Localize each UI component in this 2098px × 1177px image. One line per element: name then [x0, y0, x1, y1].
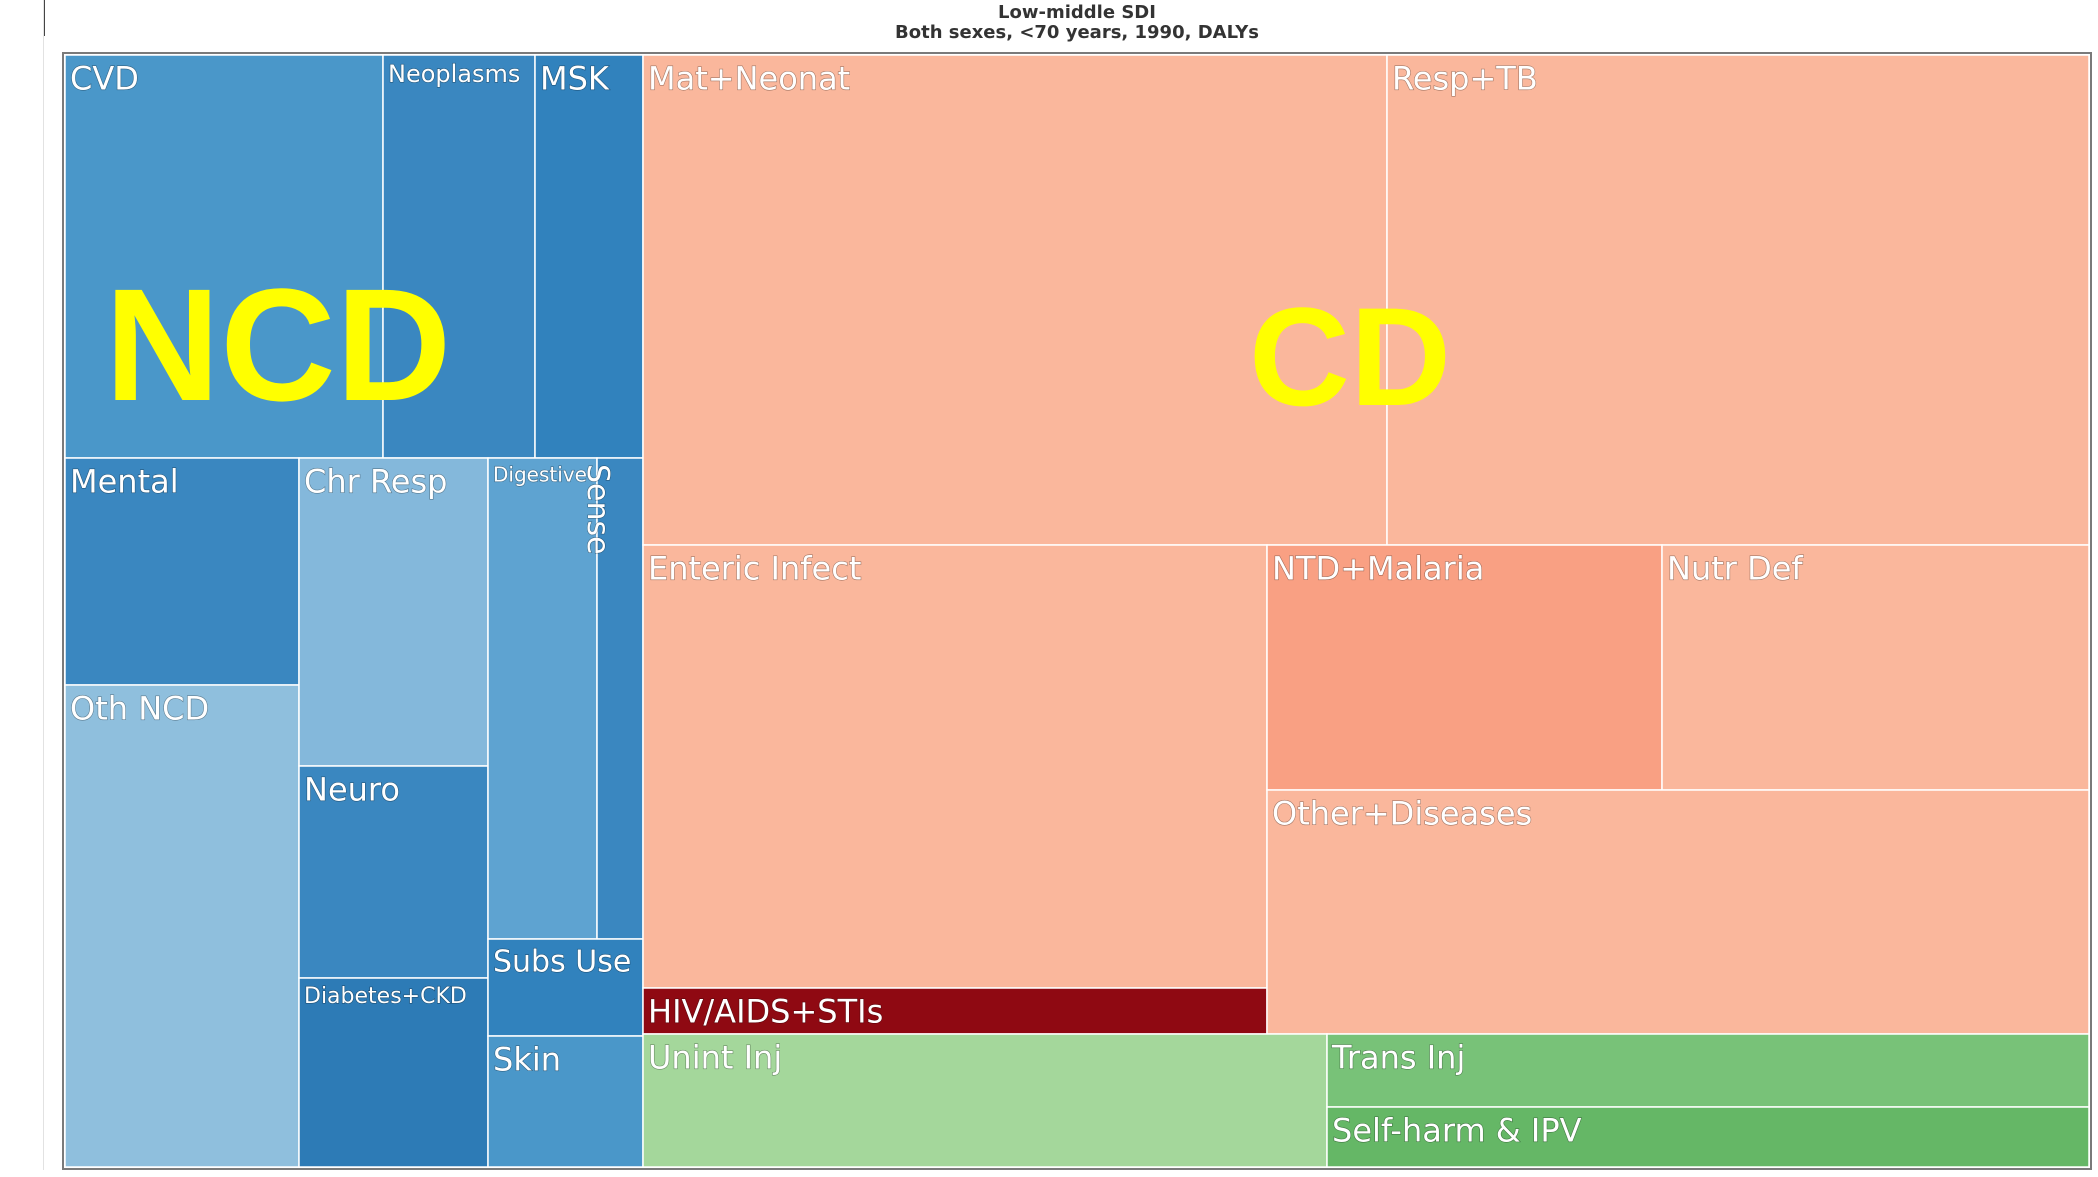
treemap-cell-neuro[interactable]	[298, 765, 489, 979]
treemap-cell-label: Resp+TB	[1392, 59, 1538, 97]
treemap-cell-other-diseases[interactable]	[1266, 789, 2090, 1035]
treemap-cell-label: Self-harm & IPV	[1332, 1111, 1582, 1149]
treemap-cell-label: Diabetes+CKD	[304, 984, 467, 1009]
chart-title: Low-middle SDI	[998, 2, 1156, 23]
treemap-cell-trans-inj[interactable]	[1326, 1033, 2090, 1108]
treemap-cell-resp-tb[interactable]	[1386, 54, 2090, 546]
treemap-group-label-ncd: NCD	[105, 255, 452, 434]
treemap-cell-chr-resp[interactable]	[298, 457, 489, 767]
treemap-cell-label: Neoplasms	[388, 60, 520, 88]
treemap-cell-label: Mat+Neonat	[648, 59, 850, 97]
treemap-cell-label: Digestive	[493, 462, 587, 486]
treemap-cell-label: Trans Inj	[1331, 1038, 1465, 1076]
treemap-cell-label: Nutr Def	[1667, 549, 1803, 587]
treemap-cell-label: Unint Inj	[648, 1038, 782, 1076]
treemap-cell-neoplasms[interactable]	[382, 54, 536, 459]
treemap-cell-mat-neonat[interactable]	[642, 54, 1388, 546]
treemap-cell-self-harm-ipv[interactable]	[1326, 1106, 2090, 1168]
treemap-cell-enteric-infect[interactable]	[642, 544, 1268, 989]
treemap-cell-msk[interactable]	[534, 54, 644, 459]
treemap-cell-digestive[interactable]	[487, 457, 598, 940]
treemap-cell-label: Sense	[580, 464, 615, 555]
treemap-cell-label: Neuro	[304, 770, 400, 808]
treemap-cell-label: CVD	[70, 59, 139, 97]
treemap-cell-label: Chr Resp	[304, 462, 447, 500]
left-border-line	[43, 0, 44, 1170]
treemap-cell-mental[interactable]	[64, 457, 300, 686]
treemap-cell-skin[interactable]	[487, 1035, 644, 1168]
treemap-cell-hiv-aids-stis[interactable]	[642, 987, 1268, 1035]
treemap-group-label-cd: CD	[1249, 278, 1451, 435]
treemap-cell-label: NTD+Malaria	[1272, 549, 1484, 587]
treemap-cell-label: Enteric Infect	[648, 549, 861, 587]
chart-subtitle: Both sexes, <70 years, 1990, DALYs	[895, 22, 1259, 43]
treemap-cell-label: Oth NCD	[70, 689, 209, 727]
treemap-cell-label: Other+Diseases	[1272, 794, 1532, 832]
treemap-cell-label: Mental	[70, 462, 179, 500]
treemap-cell-label: MSK	[540, 59, 610, 97]
treemap-cell-subs-use[interactable]	[487, 938, 644, 1037]
treemap-cell-diabetes-ckd[interactable]	[298, 977, 489, 1168]
treemap-cell-label: Subs Use	[493, 945, 631, 980]
treemap-cell-label: HIV/AIDS+STIs	[648, 992, 883, 1030]
treemap-cell-unint-inj[interactable]	[642, 1033, 1328, 1168]
treemap-cell-label: Skin	[493, 1040, 561, 1078]
treemap-cell-nutr-def[interactable]	[1661, 544, 2090, 791]
axis-tick-mark	[43, 0, 45, 36]
treemap-cell-oth-ncd[interactable]	[64, 684, 300, 1168]
